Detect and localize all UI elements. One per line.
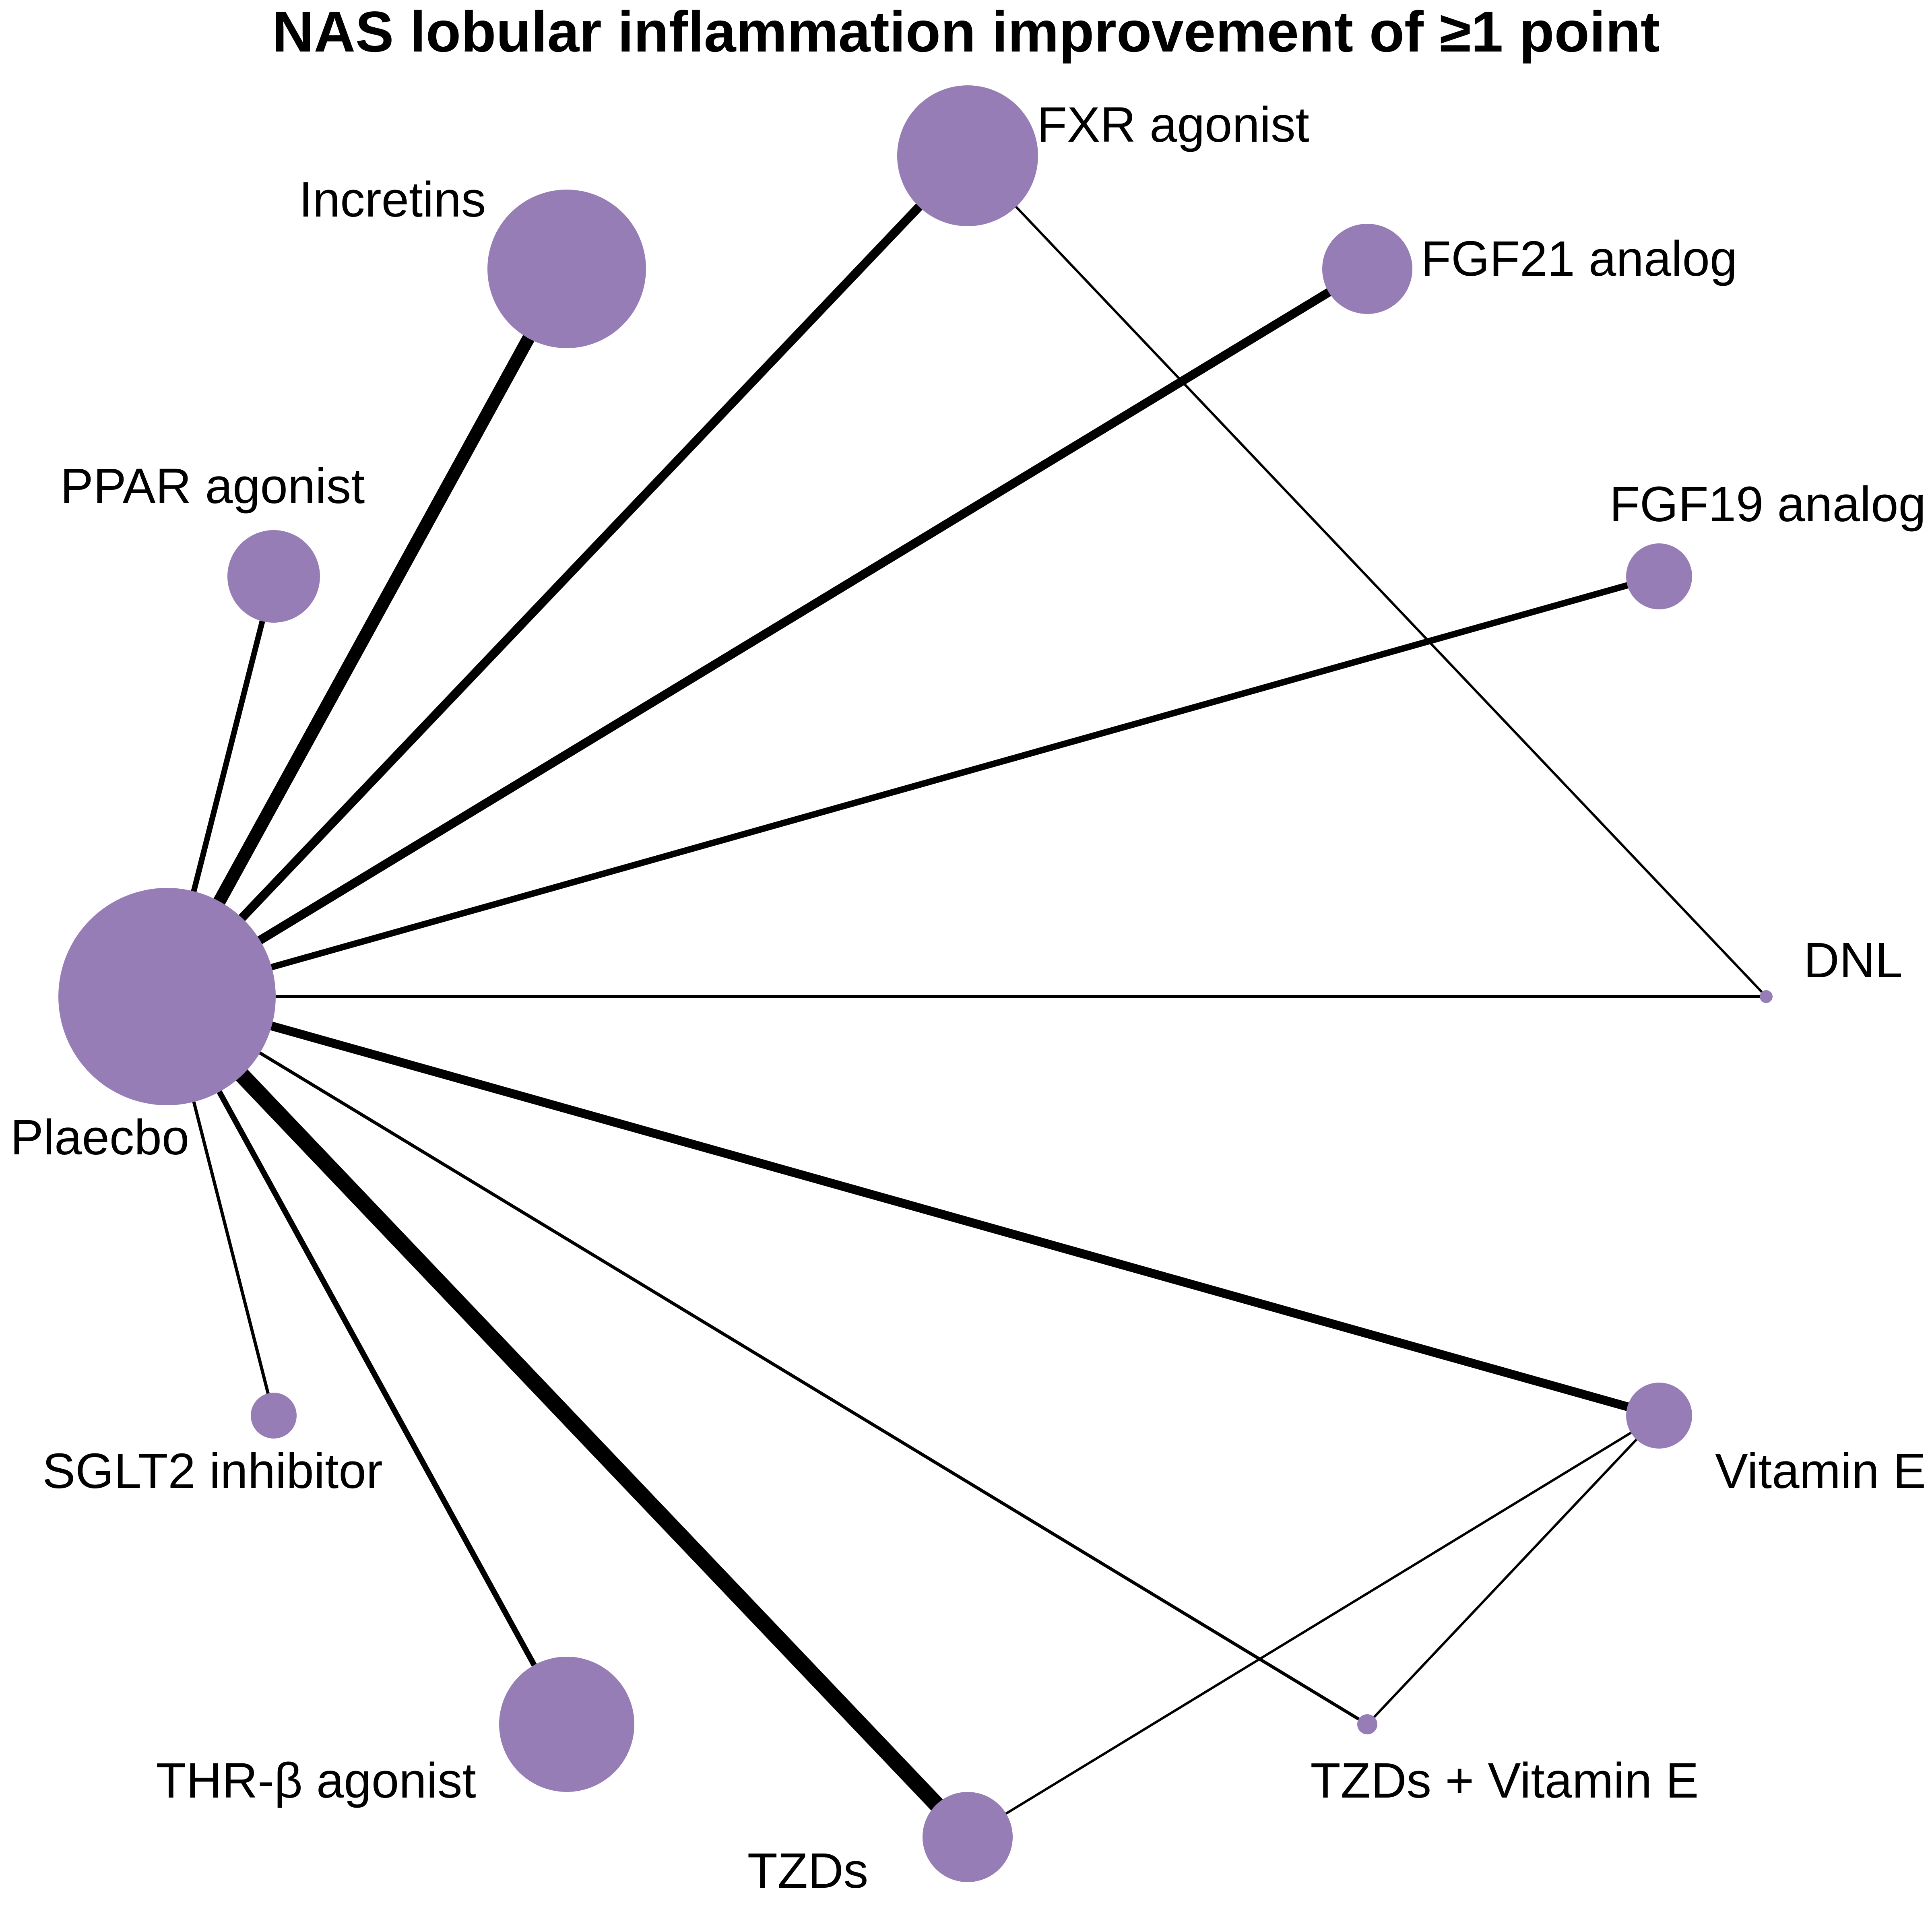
node-thrb — [499, 1657, 634, 1792]
edge-placebo-fgf19 — [166, 573, 1660, 1000]
edge-vite-tzdvite — [1366, 1414, 1660, 1726]
node-vite — [1626, 1383, 1692, 1449]
node-tzdvite — [1357, 1714, 1377, 1734]
edge-placebo-thrb — [164, 995, 570, 1726]
node-label-incretins: Incretins — [299, 172, 486, 227]
node-sglt2 — [251, 1393, 297, 1439]
node-label-fgf19: FGF19 analog — [1610, 477, 1926, 532]
node-incretins — [487, 190, 646, 348]
node-label-tzdvite: TZDs + Vitamin E — [1311, 1753, 1699, 1808]
node-ppar — [227, 530, 320, 623]
node-label-fgf21: FGF21 analog — [1421, 231, 1737, 287]
edge-placebo-incretins — [161, 266, 573, 1000]
node-fxr — [897, 85, 1038, 226]
node-label-placebo: Plaecbo — [10, 1110, 190, 1165]
node-label-sglt2: SGLT2 inhibitor — [42, 1444, 382, 1499]
edge-placebo-fgf21 — [165, 265, 1370, 1001]
edge-placebo-fxr — [164, 153, 971, 1000]
node-label-vite: Vitamin E — [1715, 1444, 1926, 1499]
edge-placebo-tzds — [161, 991, 974, 1843]
labels-layer: Plaecbo PPAR agonist Incretins FXR agonist F… — [10, 97, 1926, 1899]
diagram-title: NAS lobular inflammation improvement of … — [272, 0, 1660, 64]
node-fgf19 — [1626, 543, 1692, 609]
edge-placebo-vite — [166, 992, 1660, 1420]
nodes-layer — [58, 85, 1773, 1882]
edge-placebo-tzdvite — [166, 995, 1368, 1726]
node-label-tzds: TZDs — [747, 1843, 869, 1899]
node-dnl — [1760, 990, 1773, 1003]
node-label-thrb: THR-β agonist — [156, 1753, 476, 1808]
node-label-ppar: PPAR agonist — [60, 459, 365, 514]
node-placebo — [58, 888, 276, 1105]
node-label-dnl: DNL — [1804, 933, 1903, 988]
node-label-fxr: FXR agonist — [1037, 97, 1309, 153]
edge-fxr-dnl — [966, 155, 1767, 998]
node-tzds — [923, 1792, 1013, 1882]
edges-layer — [161, 153, 1767, 1843]
edge-vite-tzds — [967, 1414, 1660, 1838]
node-fgf21 — [1322, 224, 1412, 314]
